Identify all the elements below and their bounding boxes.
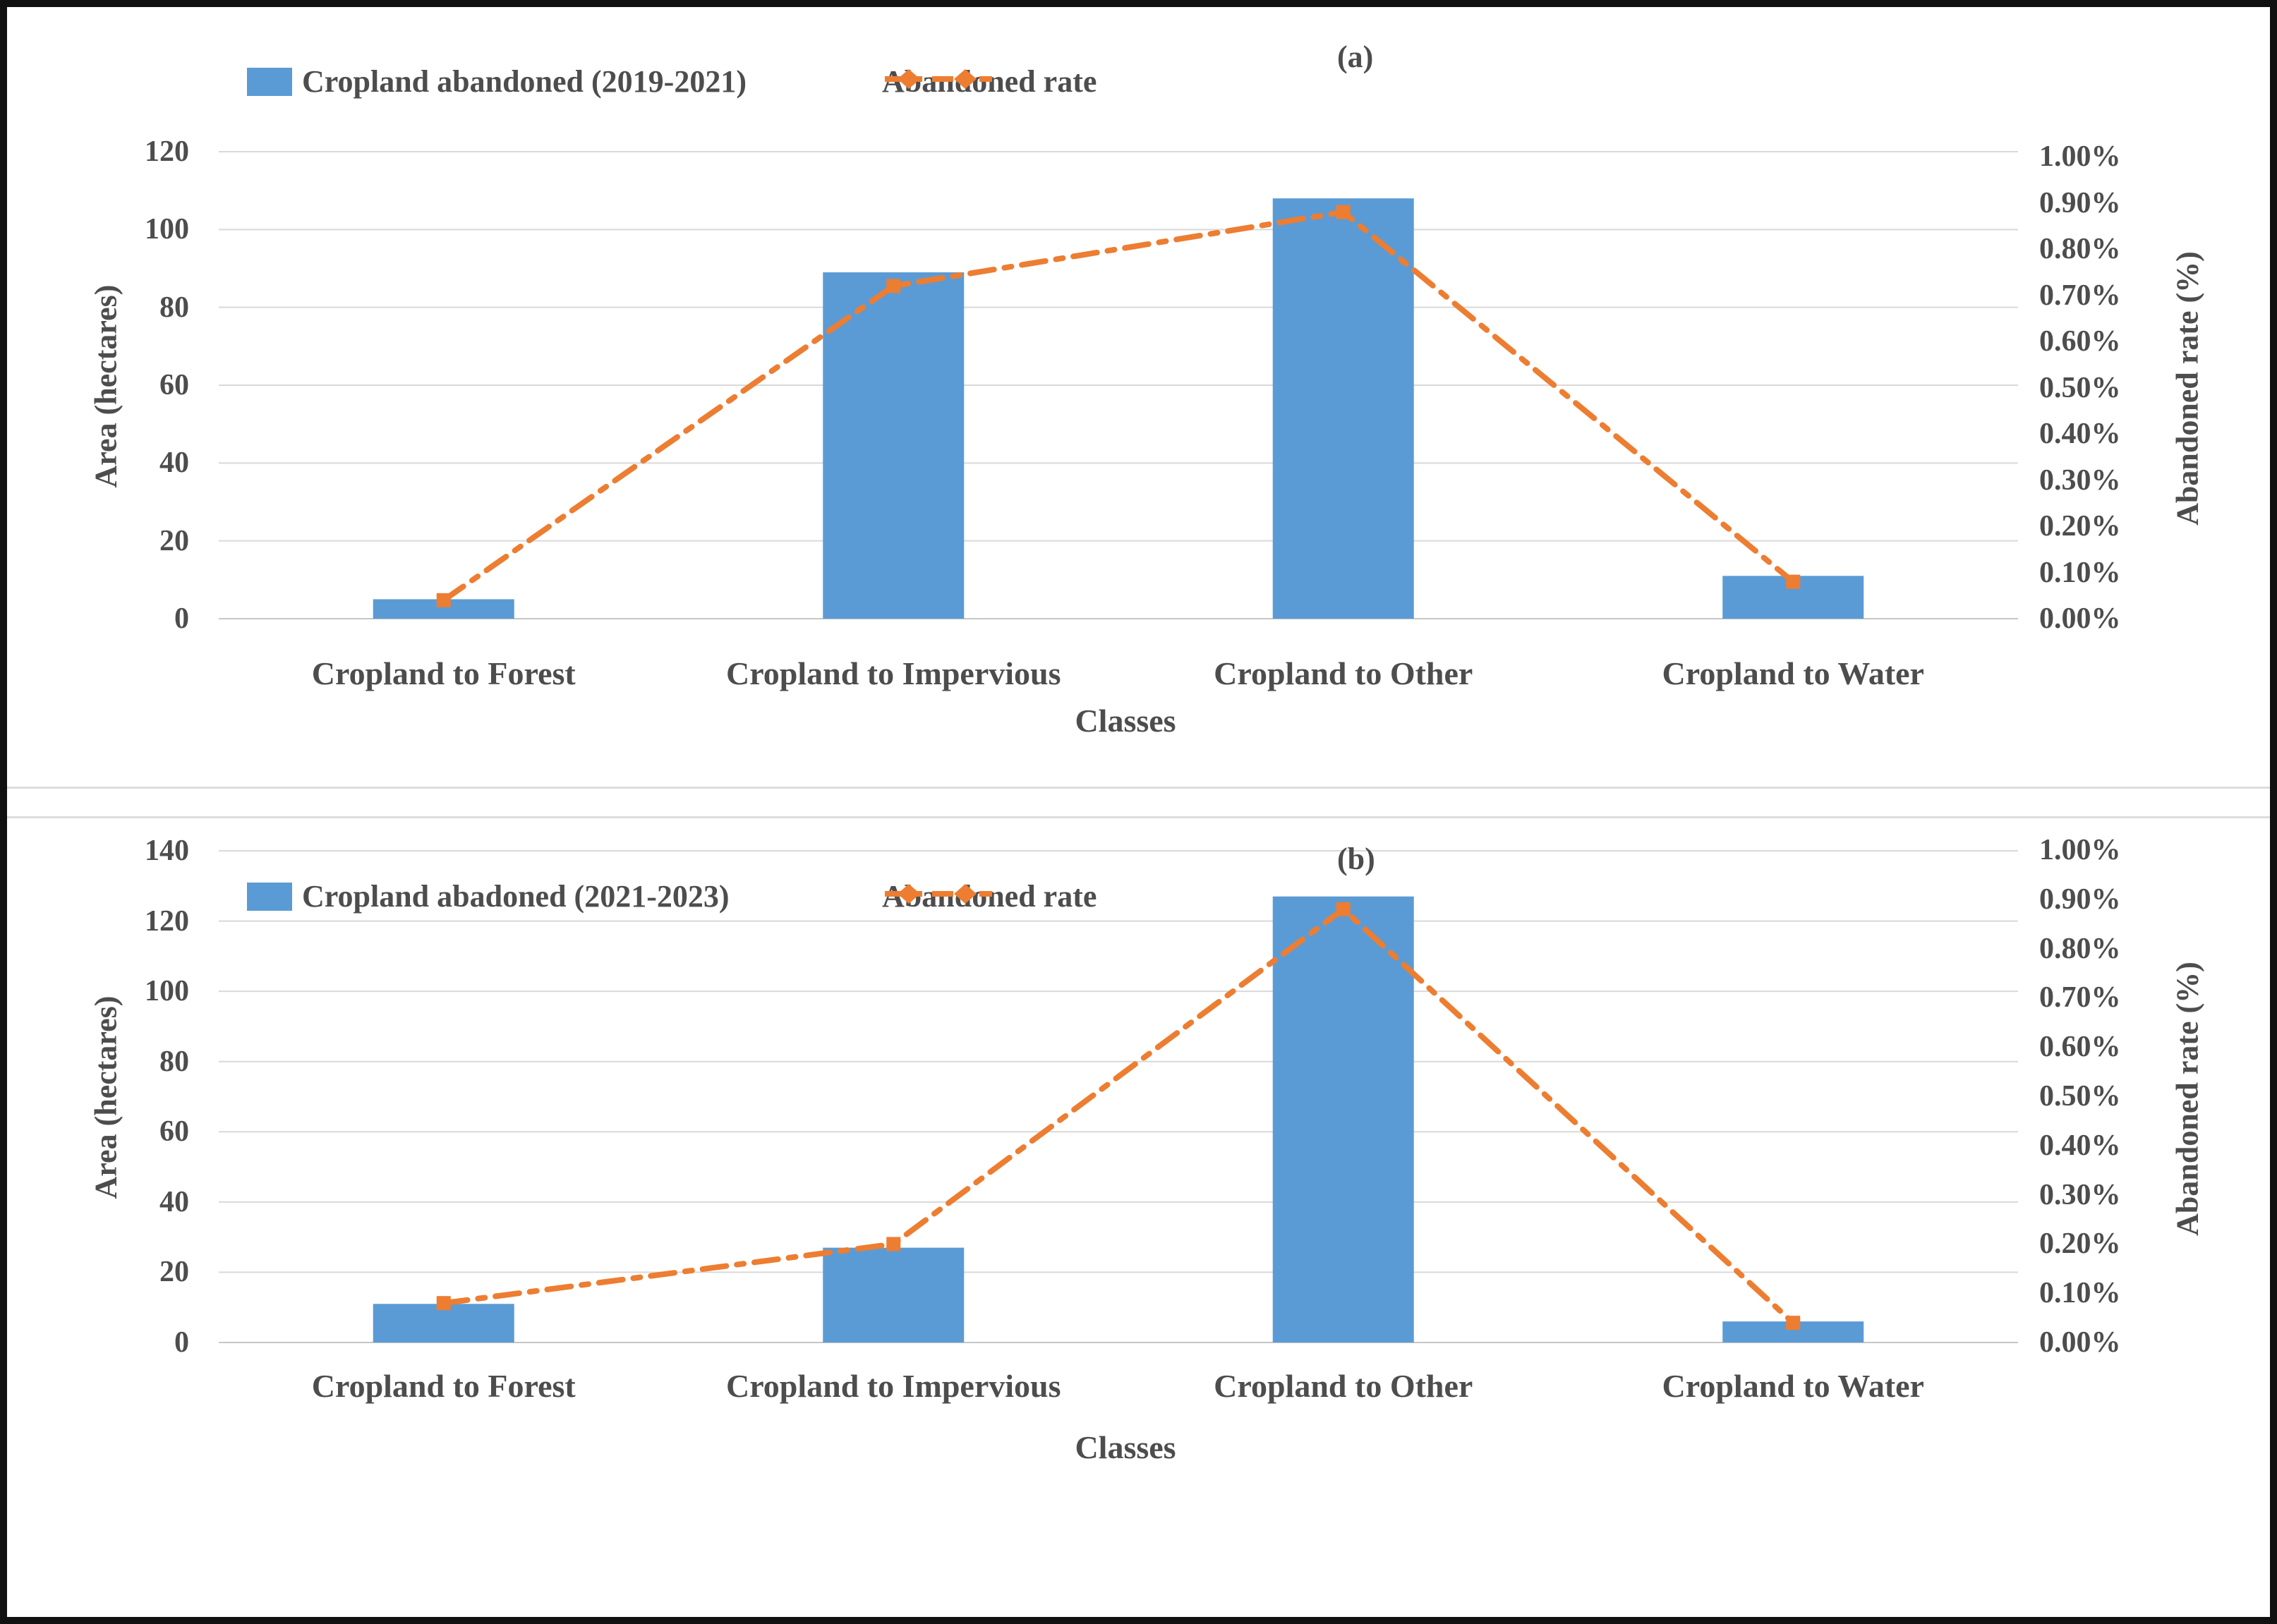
y-right-tick-label: 0.50% — [2039, 1080, 2121, 1113]
y-left-tick-label: 60 — [159, 1115, 189, 1149]
y-right-tick-label: 1.00% — [2039, 140, 2121, 173]
x-category-label: Cropland to Other — [1214, 1368, 1473, 1404]
y-left-tick-label: 80 — [159, 291, 189, 324]
y-right-tick-label: 0.70% — [2039, 279, 2121, 312]
x-category-label: Cropland to Impervious — [725, 1368, 1061, 1404]
y-left-tick-label: 60 — [159, 369, 189, 401]
bar-series-label: Cropland abandoned (2019-2021) — [302, 64, 747, 99]
y-left-tick-label: 40 — [159, 1185, 189, 1218]
rate-marker-cropland-to-impervious — [886, 1237, 901, 1252]
chart-b-plot — [219, 850, 2018, 1343]
legend-b-line: Abandoned rate — [882, 878, 1097, 914]
y-left-tick-label: 20 — [159, 1256, 189, 1289]
y-right-tick-label: 0.30% — [2039, 463, 2121, 497]
rate-marker-cropland-to-impervious — [886, 279, 901, 293]
x-category-label: Cropland to Water — [1662, 655, 1924, 691]
line-series-swatch-icon — [885, 884, 992, 904]
x-category-label: Cropland to Water — [1662, 1368, 1924, 1404]
y-right-tick-label: 0.00% — [2039, 1326, 2121, 1359]
panel-b: Cropland abadoned (2021-2023) Abandoned … — [7, 816, 2270, 1617]
y-left-tick-label: 0 — [174, 1326, 189, 1359]
y-right-axis-title: Abandoned rate (%) — [2170, 962, 2205, 1236]
y-right-tick-label: 0.50% — [2039, 371, 2121, 404]
rate-marker-cropland-to-forest — [436, 1296, 451, 1311]
rate-marker-cropland-to-water — [1786, 1316, 1801, 1331]
y-right-tick-label: 0.90% — [2039, 186, 2121, 219]
rate-marker-cropland-to-other — [1336, 205, 1351, 219]
bar-series-swatch — [247, 67, 292, 96]
rate-marker-cropland-to-water — [1786, 574, 1801, 589]
x-axis-title: Classes — [1075, 1429, 1176, 1465]
y-right-tick-label: 0.60% — [2039, 325, 2121, 358]
line-series-swatch-icon — [885, 69, 992, 89]
panel-a: Cropland abandoned (2019-2021) Abandoned… — [7, 7, 2270, 789]
y-right-tick-label: 0.20% — [2039, 510, 2121, 543]
bar-cropland-to-impervious — [823, 1247, 965, 1343]
legend-a-line: Abandoned rate — [882, 63, 1097, 99]
x-category-label: Cropland to Other — [1214, 655, 1473, 691]
panel-a-label: (a) — [1337, 40, 1374, 74]
y-left-tick-label: 100 — [145, 213, 189, 246]
chart-a-plot — [219, 151, 2018, 619]
panel-b-label: (b) — [1337, 842, 1375, 876]
abandoned-rate-line — [440, 905, 1796, 1326]
y-left-tick-label: 20 — [159, 524, 189, 557]
y-right-tick-label: 0.00% — [2039, 602, 2121, 635]
y-right-tick-label: 0.20% — [2039, 1228, 2121, 1261]
abandoned-rate-line — [440, 209, 1796, 603]
legend-a-bar: Cropland abandoned (2019-2021) — [247, 63, 747, 99]
y-left-tick-label: 120 — [145, 904, 189, 938]
y-right-axis-title: Abandoned rate (%) — [2170, 251, 2205, 526]
y-right-tick-label: 0.40% — [2039, 418, 2121, 450]
rate-marker-cropland-to-forest — [436, 593, 451, 607]
x-axis-title: Classes — [1075, 703, 1176, 739]
x-category-label: Cropland to Impervious — [725, 655, 1061, 691]
y-right-tick-label: 0.90% — [2039, 883, 2121, 916]
y-left-tick-label: 0 — [174, 602, 189, 635]
bar-cropland-to-other — [1272, 198, 1414, 619]
y-left-tick-label: 80 — [159, 1045, 189, 1078]
y-left-tick-label: 100 — [145, 975, 189, 1008]
y-right-tick-label: 0.30% — [2039, 1178, 2121, 1211]
x-category-label: Cropland to Forest — [311, 655, 576, 691]
y-right-tick-label: 0.80% — [2039, 233, 2121, 265]
y-right-tick-label: 0.10% — [2039, 1277, 2121, 1310]
bar-series-swatch — [247, 882, 292, 911]
y-right-tick-label: 0.70% — [2039, 981, 2121, 1014]
y-right-tick-label: 1.00% — [2039, 834, 2121, 866]
bar-series-label: Cropland abadoned (2021-2023) — [302, 879, 730, 914]
bar-cropland-to-forest — [373, 1304, 514, 1343]
y-right-tick-label: 0.10% — [2039, 556, 2121, 589]
y-right-tick-label: 0.40% — [2039, 1129, 2121, 1162]
y-left-tick-label: 140 — [145, 835, 189, 867]
y-right-tick-label: 0.60% — [2039, 1031, 2121, 1064]
x-category-label: Cropland to Forest — [311, 1368, 576, 1404]
y-right-tick-label: 0.80% — [2039, 932, 2121, 965]
rate-marker-cropland-to-other — [1336, 902, 1351, 916]
y-left-tick-label: 40 — [159, 447, 189, 480]
bar-cropland-to-other — [1272, 896, 1414, 1343]
bar-cropland-to-impervious — [823, 272, 965, 619]
y-left-tick-label: 120 — [145, 135, 189, 168]
legend-b-bar: Cropland abadoned (2021-2023) — [247, 878, 730, 914]
